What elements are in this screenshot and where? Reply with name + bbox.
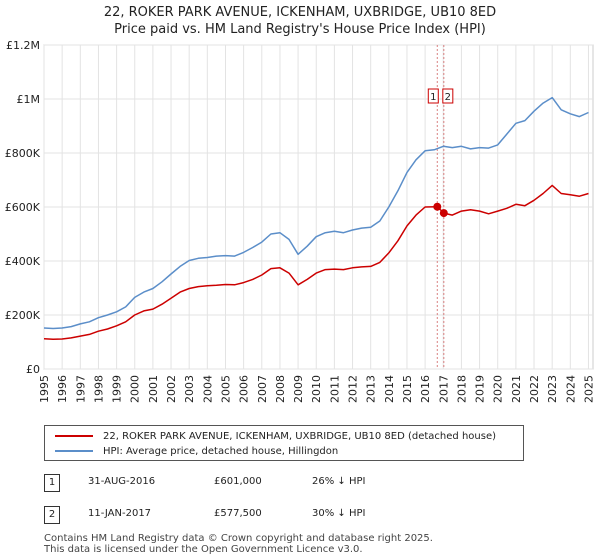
x-tick-label: 2020 <box>492 375 505 403</box>
x-tick-label: 2011 <box>328 375 341 403</box>
x-tick-label: 2016 <box>419 375 432 403</box>
sale-price: £577,500 <box>214 508 262 519</box>
legend-item-property: 22, ROKER PARK AVENUE, ICKENHAM, UXBRIDG… <box>55 429 496 443</box>
sale-price: £601,000 <box>214 476 262 487</box>
x-tick-label: 2014 <box>383 375 396 403</box>
x-tick-label: 2009 <box>292 375 305 403</box>
x-tick-label: 2022 <box>528 375 541 403</box>
sale-point <box>439 209 448 218</box>
x-tick-label: 2001 <box>147 375 160 403</box>
x-tick-label: 2008 <box>274 375 287 403</box>
x-tick-label: 2015 <box>401 375 414 403</box>
sale-hpi-diff: 30% ↓ HPI <box>312 508 366 519</box>
y-tick-label: £400K <box>5 255 41 268</box>
x-tick-label: 2012 <box>347 375 360 403</box>
x-tick-label: 2007 <box>256 375 269 403</box>
property-price-line <box>43 184 589 341</box>
x-tick-label: 2004 <box>201 375 214 403</box>
price-chart: £0 £200K £400K £600K £800K £1M £1.2M 1995 1996 19… <box>5 39 596 403</box>
x-tick-label: 2003 <box>183 375 196 403</box>
sale-number-badge: 1 <box>44 474 60 492</box>
x-tick-label: 2021 <box>510 375 523 403</box>
x-tick-label: 1997 <box>74 375 87 403</box>
x-tick-label: 2019 <box>474 375 487 403</box>
chart-subtitle: Price paid vs. HM Land Registry's House … <box>114 22 486 37</box>
y-tick-label: £200K <box>5 309 41 322</box>
footer-licence: This data is licensed under the Open Gov… <box>44 544 363 555</box>
x-tick-label: 2017 <box>437 375 450 403</box>
sale-marker-box <box>442 88 454 104</box>
x-tick-label: 2002 <box>165 375 178 403</box>
x-tick-label: 2025 <box>582 375 595 403</box>
x-tick-label: 1999 <box>111 375 124 403</box>
legend-item-hpi: HPI: Average price, detached house, Hill… <box>55 444 338 458</box>
x-tick-label: 2013 <box>365 375 378 403</box>
sale-hpi-diff: 26% ↓ HPI <box>312 476 366 487</box>
legend-swatch-hpi <box>55 450 93 452</box>
sale-date: 31-AUG-2016 <box>88 476 156 487</box>
legend-swatch-property <box>55 435 93 437</box>
sale-row: 1 31-AUG-2016 £601,000 26% ↓ HPI <box>44 474 564 492</box>
y-tick-label: £1M <box>17 93 41 106</box>
x-tick-label: 1995 <box>38 375 51 403</box>
x-tick-label: 2018 <box>455 375 468 403</box>
sale-marker-label: 1 <box>430 92 436 103</box>
x-tick-label: 2005 <box>219 375 232 403</box>
sale-marker-label: 2 <box>445 92 451 103</box>
sale-row: 2 11-JAN-2017 £577,500 30% ↓ HPI <box>44 506 564 524</box>
y-tick-label: £800K <box>5 147 41 160</box>
y-tick-label: £0 <box>26 363 40 376</box>
x-tick-label: 2000 <box>129 375 142 403</box>
x-tick-label: 2023 <box>546 375 559 403</box>
legend: 22, ROKER PARK AVENUE, ICKENHAM, UXBRIDG… <box>44 425 524 461</box>
x-tick-label: 1996 <box>56 375 69 403</box>
y-tick-label: £600K <box>5 201 41 214</box>
sale-date: 11-JAN-2017 <box>88 508 152 519</box>
sale-point <box>433 202 442 211</box>
x-tick-label: 2010 <box>310 375 323 403</box>
footer-copyright: Contains HM Land Registry data © Crown c… <box>44 533 433 544</box>
legend-label-property: 22, ROKER PARK AVENUE, ICKENHAM, UXBRIDG… <box>103 430 497 442</box>
x-tick-label: 1998 <box>92 375 105 403</box>
legend-label-hpi: HPI: Average price, detached house, Hill… <box>103 445 339 457</box>
y-tick-label: £1.2M <box>6 39 40 52</box>
x-tick-label: 2006 <box>238 375 251 403</box>
chart-title: 22, ROKER PARK AVENUE, ICKENHAM, UXBRIDG… <box>103 5 497 20</box>
sale-marker-box <box>427 88 439 104</box>
sale-number-badge: 2 <box>44 506 60 524</box>
x-tick-label: 2024 <box>564 375 577 403</box>
hpi-line <box>43 96 589 330</box>
